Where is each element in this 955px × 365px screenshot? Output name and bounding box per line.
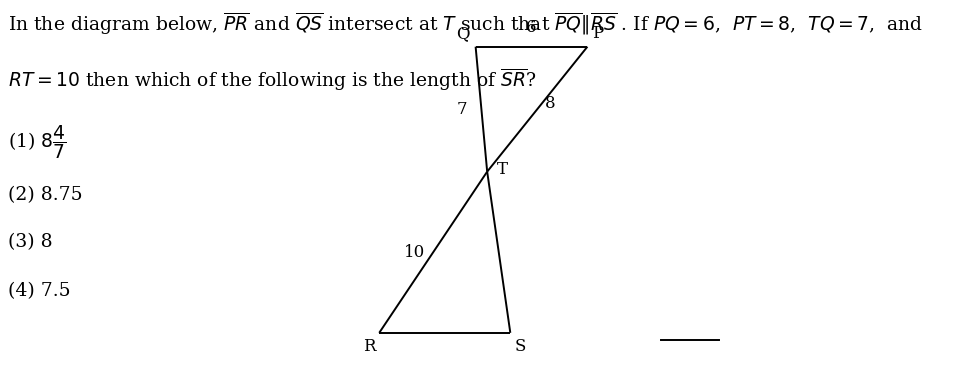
Text: Q: Q (456, 25, 470, 42)
Text: 8: 8 (545, 95, 556, 112)
Text: T: T (497, 161, 507, 178)
Text: 10: 10 (404, 244, 426, 261)
Text: P: P (592, 25, 604, 42)
Text: (2) 8.75: (2) 8.75 (8, 186, 82, 204)
Text: In the diagram below, $\overline{PR}$ and $\overline{QS}$ intersect at $T$ such : In the diagram below, $\overline{PR}$ an… (8, 11, 923, 37)
Text: (3) 8: (3) 8 (8, 233, 53, 251)
Text: $RT=10$ then which of the following is the length of $\overline{SR}$?: $RT=10$ then which of the following is t… (8, 66, 536, 93)
Text: R: R (363, 338, 375, 355)
Text: (4) 7.5: (4) 7.5 (8, 282, 70, 300)
Text: S: S (514, 338, 525, 355)
Text: 6: 6 (526, 19, 537, 36)
Text: (1) $8\dfrac{4}{7}$: (1) $8\dfrac{4}{7}$ (8, 123, 66, 161)
Text: 7: 7 (456, 101, 468, 118)
